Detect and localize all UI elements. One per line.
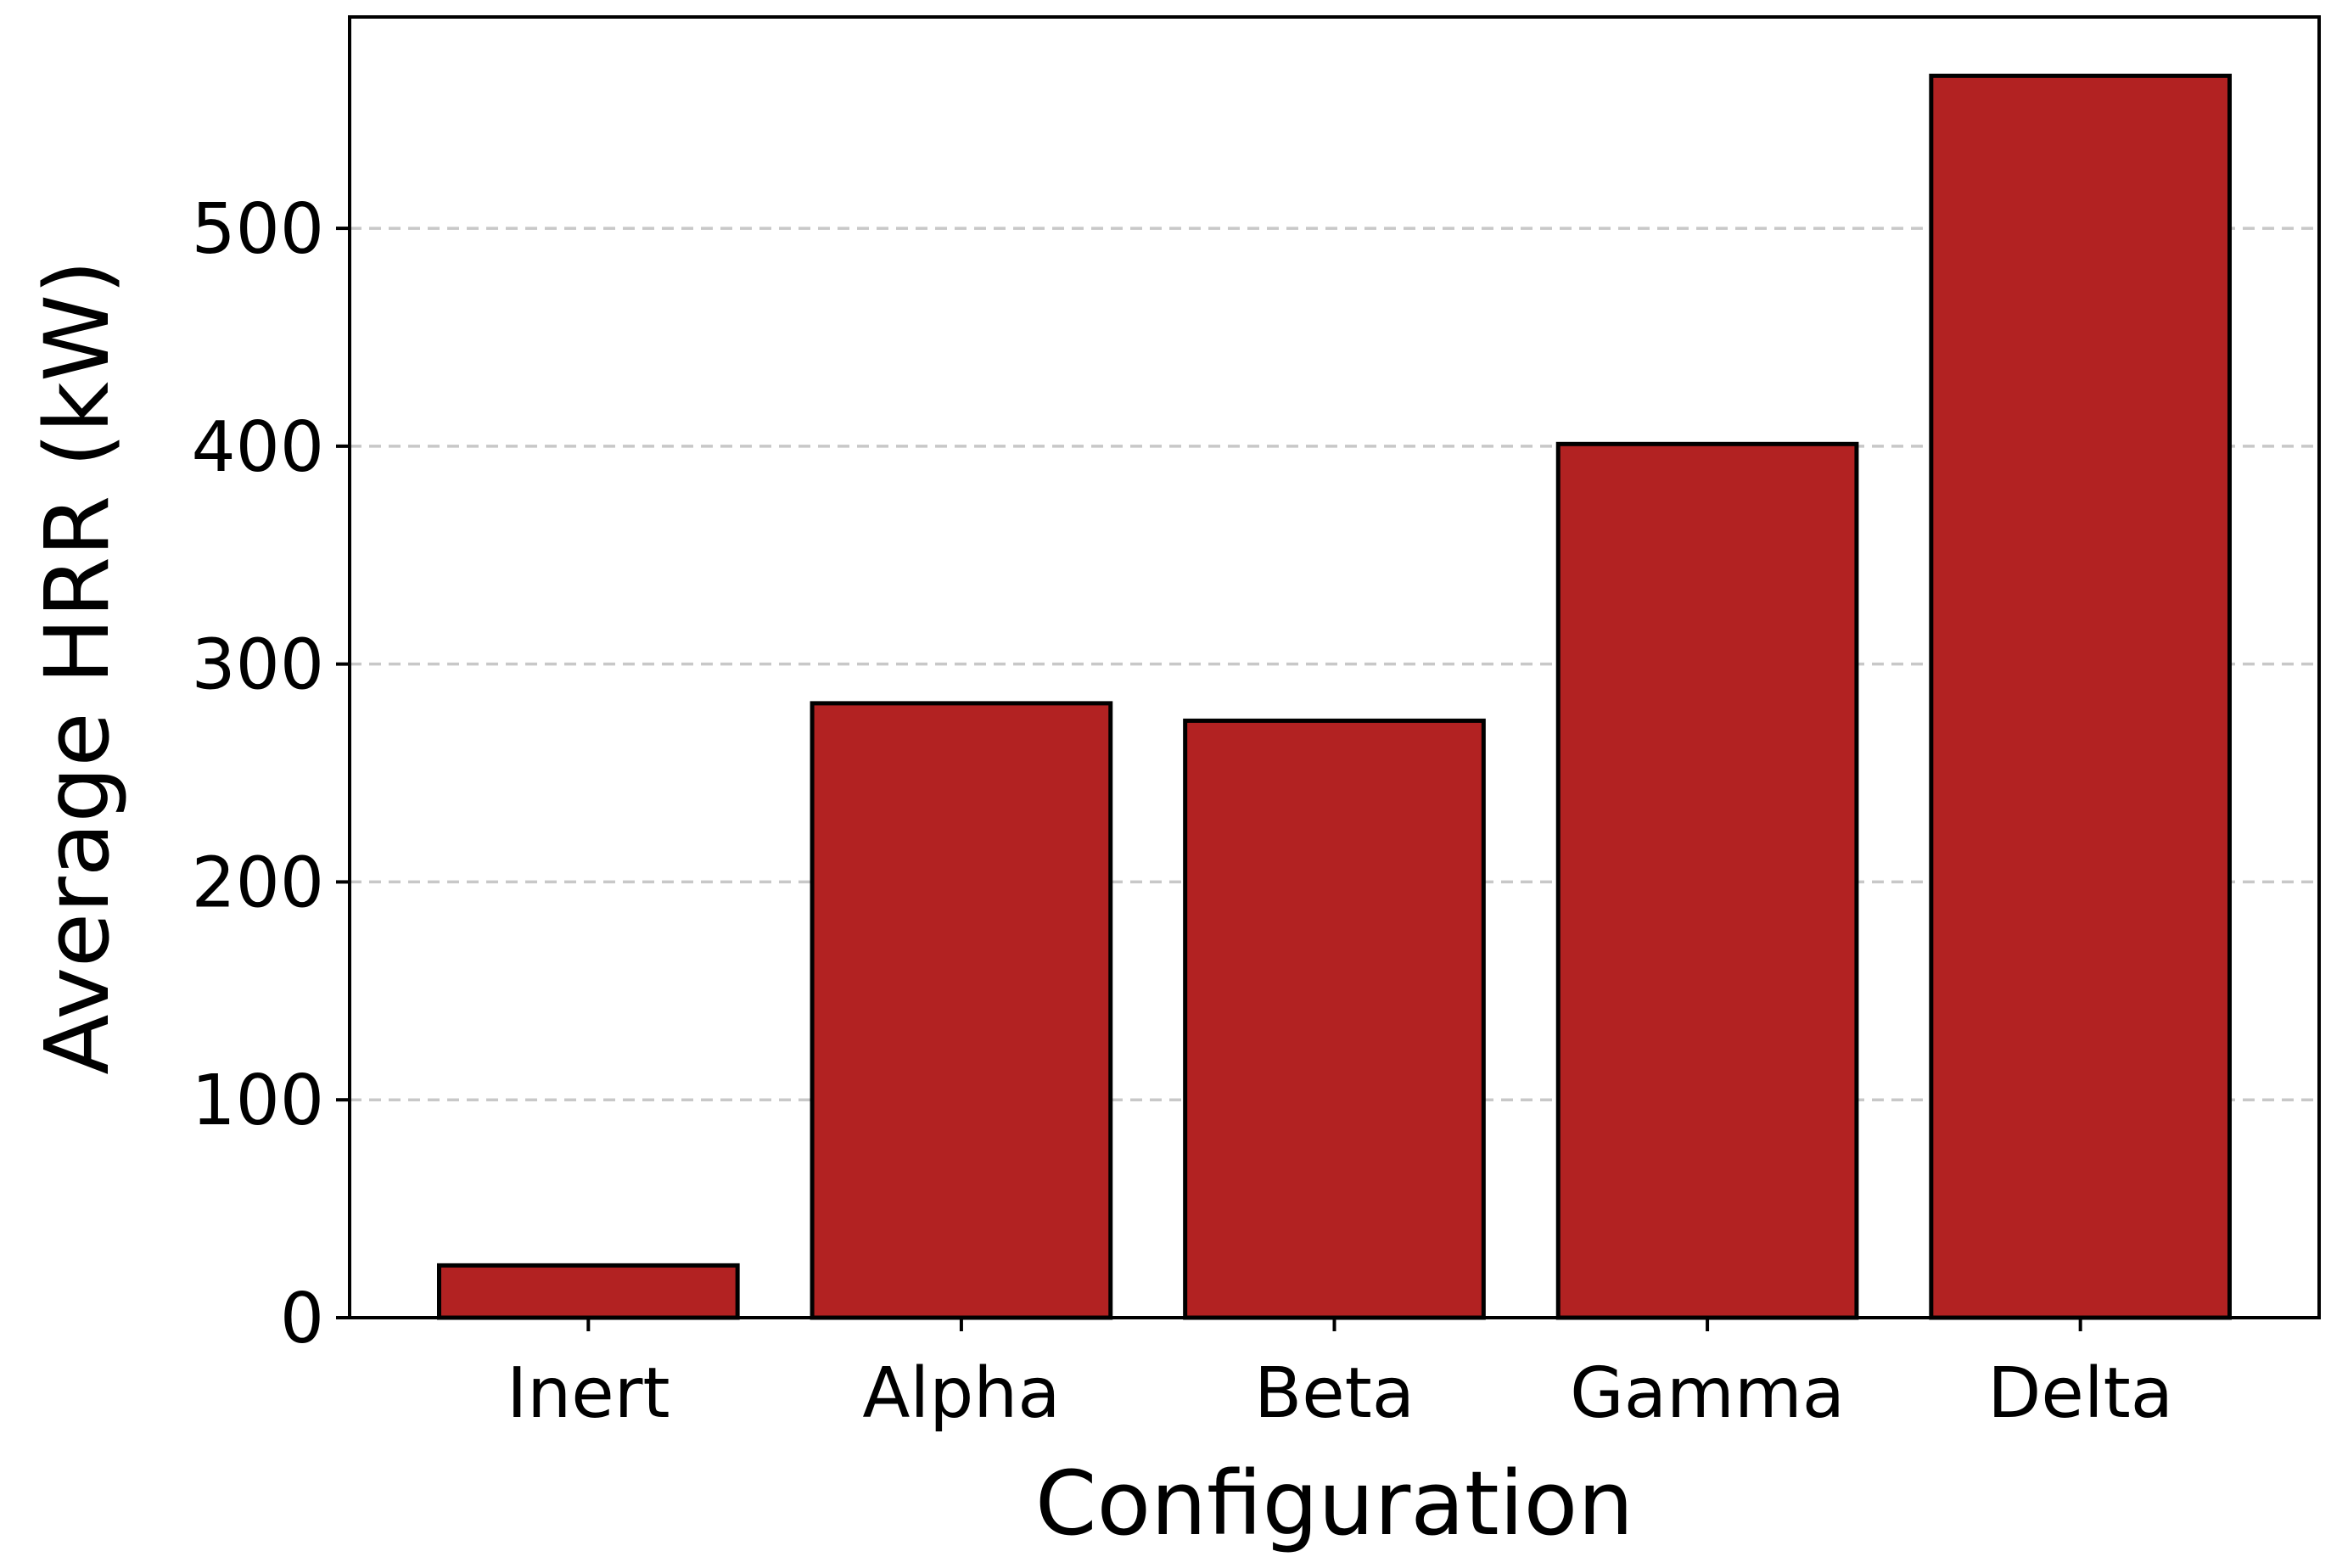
y-tick-label: 200 [191, 843, 324, 923]
bar-inert [437, 1263, 740, 1320]
x-tick-label-delta: Delta [1987, 1353, 2173, 1434]
y-tick-label: 0 [280, 1279, 324, 1359]
x-axis-label: Configuration [1035, 1452, 1633, 1555]
x-tick-label-inert: Inert [507, 1353, 670, 1434]
bar-alpha [810, 701, 1113, 1320]
bar-delta [1929, 73, 2232, 1320]
y-tick-label: 400 [191, 407, 324, 488]
y-axis-ticks: 0 100 200 300 400 500 [191, 189, 350, 1359]
y-tick-label: 100 [191, 1061, 324, 1141]
bar-gamma [1555, 441, 1859, 1320]
x-axis-ticks: Inert Alpha Beta Gamma Delta [507, 1318, 2173, 1434]
bars [437, 73, 2232, 1320]
bar-beta [1183, 718, 1486, 1320]
y-tick-label: 300 [191, 625, 324, 706]
y-axis-label: Average HRR (kW) [25, 260, 129, 1074]
x-tick-label-gamma: Gamma [1570, 1353, 1845, 1434]
y-tick-label: 500 [191, 189, 324, 270]
x-tick-label-alpha: Alpha [862, 1353, 1060, 1434]
x-tick-label-beta: Beta [1254, 1353, 1415, 1434]
